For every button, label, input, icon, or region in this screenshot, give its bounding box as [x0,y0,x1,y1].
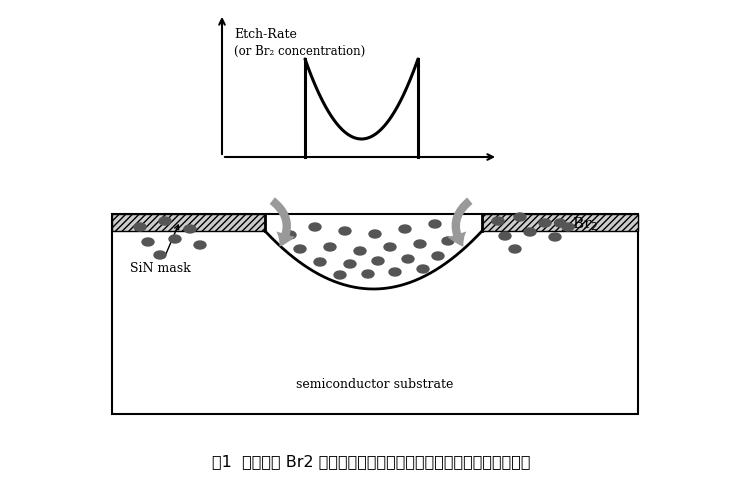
Ellipse shape [324,243,336,252]
Ellipse shape [294,245,306,254]
Ellipse shape [184,226,196,233]
Ellipse shape [492,217,504,226]
Ellipse shape [142,239,154,246]
Ellipse shape [402,256,414,263]
Ellipse shape [372,257,384,265]
Bar [112,214,265,231]
Ellipse shape [524,228,536,237]
Text: 图1  使用基于 Br2 的扩散限制蚀刻的半导体微透镜制造工艺的示意图: 图1 使用基于 Br2 的扩散限制蚀刻的半导体微透镜制造工艺的示意图 [212,454,531,469]
Ellipse shape [134,224,146,231]
Ellipse shape [539,220,551,227]
Bar [112,214,638,414]
FancyArrowPatch shape [448,198,473,247]
Ellipse shape [159,217,171,226]
Text: SiN mask: SiN mask [130,226,190,274]
Ellipse shape [309,224,321,231]
Text: (or Br₂ concentration): (or Br₂ concentration) [234,45,365,58]
FancyArrowPatch shape [270,198,295,247]
Text: semiconductor substrate: semiconductor substrate [296,378,453,391]
Ellipse shape [314,258,326,267]
Ellipse shape [334,272,346,279]
Ellipse shape [509,245,521,254]
Ellipse shape [562,224,574,231]
Bar [482,214,638,231]
Ellipse shape [429,221,441,228]
Ellipse shape [344,260,356,269]
Text: Br$_2$: Br$_2$ [572,215,598,232]
Ellipse shape [284,231,296,240]
Ellipse shape [432,253,444,260]
Ellipse shape [369,230,381,239]
Ellipse shape [549,233,561,242]
Ellipse shape [389,269,401,276]
Ellipse shape [554,220,565,227]
Ellipse shape [414,241,426,248]
Ellipse shape [384,243,396,252]
Ellipse shape [194,242,206,249]
Ellipse shape [354,247,366,256]
Ellipse shape [169,236,181,243]
Ellipse shape [499,232,511,241]
Text: Etch-Rate: Etch-Rate [234,28,297,41]
Ellipse shape [154,252,166,259]
Ellipse shape [442,238,454,245]
Ellipse shape [339,227,351,236]
Ellipse shape [514,213,526,222]
Ellipse shape [362,271,374,278]
Ellipse shape [417,265,429,273]
Ellipse shape [399,226,411,233]
